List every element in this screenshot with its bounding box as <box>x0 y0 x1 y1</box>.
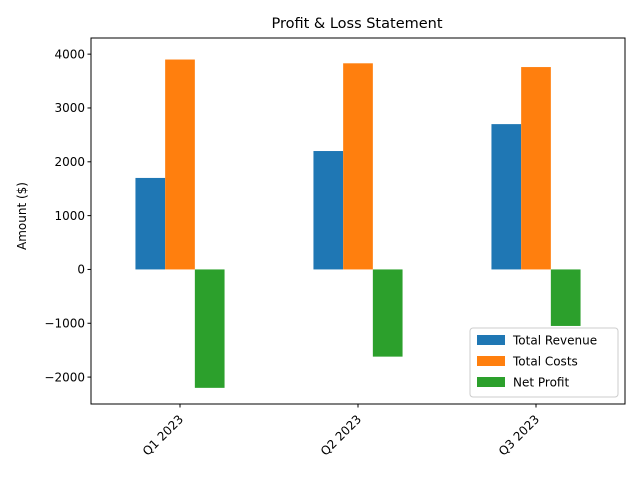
legend-swatch-total-revenue <box>477 335 505 345</box>
y-axis-label: Amount ($) <box>15 182 29 250</box>
legend-label-net-profit: Net Profit <box>513 376 569 390</box>
bar-net-profit-q1-2023 <box>194 269 225 388</box>
x-tick-label: Q2 2023 <box>318 412 364 458</box>
y-tick-label: 2000 <box>54 155 85 169</box>
bar-net-profit-q3-2023 <box>550 269 581 326</box>
x-axis: Q1 2023 Q2 2023 Q3 2023 <box>140 404 542 458</box>
bar-total-costs-q2-2023 <box>343 63 373 270</box>
bar-total-revenue-q2-2023 <box>313 151 344 270</box>
plot-frame <box>90 37 626 405</box>
y-tick-label: 0 <box>77 263 85 277</box>
y-tick-label: −1000 <box>44 316 85 330</box>
bar-net-profit-q2-2023 <box>372 269 403 357</box>
bar-total-costs-q3-2023 <box>521 67 551 270</box>
bar-total-revenue-q1-2023 <box>135 177 166 270</box>
legend-label-total-costs: Total Costs <box>512 355 578 369</box>
legend-label-total-revenue: Total Revenue <box>512 334 597 348</box>
y-tick-label: 1000 <box>54 209 85 223</box>
y-tick-label: 4000 <box>54 47 85 61</box>
legend-frame <box>469 327 619 398</box>
y-axis: −2000 −1000 0 1000 2000 3000 4000 <box>44 47 91 384</box>
x-tick-label: Q1 2023 <box>140 412 186 458</box>
bar-total-revenue-q3-2023 <box>491 124 522 270</box>
legend-swatch-net-profit <box>477 377 505 387</box>
chart-title: Profit & Loss Statement <box>271 16 442 32</box>
x-tick-label: Q3 2023 <box>496 412 542 458</box>
y-tick-label: 3000 <box>54 101 85 115</box>
legend-swatch-total-costs <box>477 356 505 366</box>
y-tick-label: −2000 <box>44 370 85 384</box>
bar-total-costs-q1-2023 <box>165 59 195 270</box>
bars-group <box>135 59 581 388</box>
legend: Total Revenue Total Costs Net Profit <box>469 327 619 398</box>
